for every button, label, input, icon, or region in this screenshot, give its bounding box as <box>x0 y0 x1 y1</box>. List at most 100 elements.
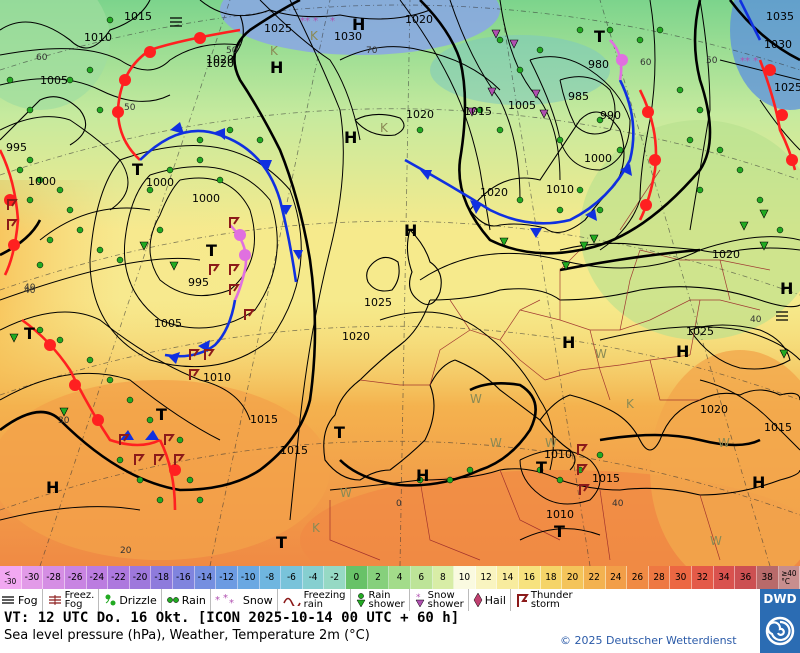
legend-snow: * * * Snow <box>215 589 278 611</box>
front-symbols <box>4 32 798 476</box>
legend-rain-label: Rain <box>181 593 206 607</box>
center-label: T <box>24 324 35 343</box>
cold-area-north <box>220 0 500 55</box>
svg-text:*: * <box>416 593 421 603</box>
scale-cell: 18 <box>540 566 563 589</box>
svg-text:K: K <box>270 44 279 58</box>
center-label: T <box>132 160 143 179</box>
scale-cell: 24 <box>605 566 628 589</box>
center-label: H <box>344 128 357 147</box>
pressure-label: 1020 <box>206 53 234 66</box>
fog-icon <box>2 596 14 604</box>
dwd-logo-text: DWD <box>763 592 797 606</box>
svg-text:*: * <box>215 595 220 606</box>
cold-area-ne <box>730 0 800 110</box>
pressure-label: 995 <box>188 276 209 289</box>
legend-rain: Rain <box>166 589 211 611</box>
center-label: T <box>206 241 217 260</box>
pressure-label: 1010 <box>546 183 574 196</box>
pressure-label: 1025 <box>364 296 392 309</box>
pressure-label: 1020 <box>712 248 740 261</box>
svg-text:W: W <box>595 347 607 361</box>
svg-text:** *: ** * <box>740 56 758 67</box>
pressure-label: 1020 <box>342 330 370 343</box>
center-label: H <box>676 342 689 361</box>
cold-front-4 <box>404 79 635 225</box>
drizzle-icon <box>105 594 116 606</box>
scale-cell: -22 <box>108 566 130 589</box>
pressure-label: 1020 <box>700 403 728 416</box>
pressure-label: 1020 <box>406 108 434 121</box>
temp-label: 40 <box>24 286 36 296</box>
pressure-label: 1000 <box>584 152 612 165</box>
svg-text:W: W <box>340 486 352 500</box>
scale-cell: -28 <box>43 566 65 589</box>
scale-cell: 38 <box>756 566 779 589</box>
cold-front-2 <box>164 299 237 358</box>
scale-cell: 10 <box>454 566 476 589</box>
temp-label: 70 <box>366 46 378 56</box>
temp-label: 40 <box>24 283 36 293</box>
legend-freezing-rain-label-1: Freezing <box>303 590 346 601</box>
legend-rain-shower-label-2: shower <box>368 599 405 610</box>
temp-label: 40 <box>750 315 762 325</box>
dwd-swirl-icon <box>765 616 795 646</box>
chart-description: Sea level pressure (hPa), Weather, Tempe… <box>4 628 370 643</box>
snow-symbols: ** * * ** * <box>300 16 758 67</box>
pressure-label: 1010 <box>546 508 574 521</box>
center-label: H <box>46 478 59 497</box>
scale-cell: 26 <box>627 566 649 589</box>
pressure-label: 1015 <box>250 413 278 426</box>
temp-label: 50 <box>124 103 136 113</box>
scale-cell: 32 <box>692 566 714 589</box>
pressure-labels: 1015 1010 1005 1020 1025 1030 1020 1035 … <box>0 0 800 521</box>
scale-cell: ≥40 °C <box>778 566 800 589</box>
legend-snow-label: Snow <box>242 593 273 607</box>
freezing-fog-icon <box>48 595 61 605</box>
svg-text:K: K <box>310 29 319 43</box>
legend-hail: Hail <box>473 589 511 611</box>
copyright: © 2025 Deutscher Wetterdienst <box>560 634 737 647</box>
center-label: H <box>752 473 765 492</box>
legend-thunderstorm-label-2: storm <box>530 599 560 610</box>
svg-text:*: * <box>223 593 228 604</box>
center-label: H <box>562 333 575 352</box>
legend-drizzle: Drizzle <box>103 589 162 611</box>
pressure-label: 1010 <box>203 371 231 384</box>
pressure-label: 1025 <box>264 22 292 35</box>
weather-legend: Fog Freez. Fog Drizzle Rain * * * Snow Free… <box>0 589 760 611</box>
temp-label: 60 <box>640 58 652 68</box>
scale-cell: 14 <box>497 566 519 589</box>
dwd-logo: DWD <box>760 589 800 653</box>
center-label: H <box>270 58 283 77</box>
scale-cell: 6 <box>410 566 433 589</box>
temp-label: 30 <box>58 416 70 426</box>
warm-front-3 <box>0 149 20 276</box>
scale-cell: 4 <box>389 566 411 589</box>
scale-cell: 20 <box>562 566 584 589</box>
scale-cell: -18 <box>151 566 173 589</box>
center-label: T <box>594 27 605 46</box>
pressure-label: 1015 <box>0 0 28 3</box>
scale-cell: -6 <box>281 566 303 589</box>
pressure-label: 1030 <box>334 30 362 43</box>
pressure-label: 980 <box>588 58 609 71</box>
pressure-label: 1015 <box>764 421 792 434</box>
svg-text:W: W <box>490 436 502 450</box>
center-label: T <box>536 458 547 477</box>
scale-cell: -8 <box>259 566 282 589</box>
legend-snow-shower: * Snow shower <box>414 589 469 611</box>
legend-freezing-rain: Freezing rain <box>282 589 351 611</box>
svg-text:W: W <box>710 534 722 548</box>
legend-thunderstorm: Thunder storm <box>515 589 577 611</box>
legend-freezing-fog: Freez. Fog <box>47 589 100 611</box>
pressure-label: 1010 <box>84 31 112 44</box>
svg-text:K: K <box>312 521 321 535</box>
legend-freezing-fog-label-2: Fog <box>64 599 83 610</box>
pressure-label: 1015 <box>124 10 152 23</box>
hail-icon <box>473 592 483 608</box>
isobars-bold <box>0 0 800 492</box>
rain-symbols <box>6 16 784 504</box>
pressure-label: 1005 <box>508 99 536 112</box>
svg-text:W: W <box>545 436 557 450</box>
